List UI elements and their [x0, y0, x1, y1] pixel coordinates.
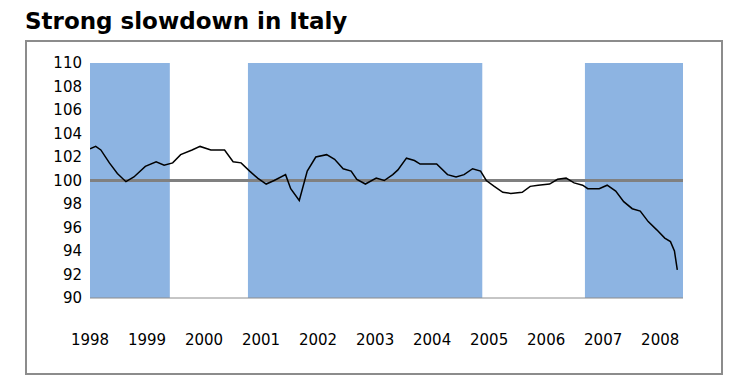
svg-text:2001: 2001 — [242, 331, 280, 349]
svg-text:106: 106 — [53, 101, 82, 119]
svg-text:2008: 2008 — [641, 331, 679, 349]
svg-text:1999: 1999 — [128, 331, 166, 349]
svg-text:2004: 2004 — [413, 331, 451, 349]
svg-text:90: 90 — [63, 289, 82, 307]
svg-text:2003: 2003 — [356, 331, 394, 349]
svg-text:2000: 2000 — [185, 331, 223, 349]
svg-text:1998: 1998 — [71, 331, 109, 349]
svg-text:100: 100 — [53, 172, 82, 190]
svg-text:110: 110 — [53, 54, 82, 72]
svg-text:2002: 2002 — [299, 331, 337, 349]
svg-text:2005: 2005 — [470, 331, 508, 349]
html-text:Strong slowdown in Italy: Strong slowdown in Italy — [25, 8, 348, 34]
svg-text:96: 96 — [63, 219, 82, 237]
svg-text:2007: 2007 — [584, 331, 622, 349]
svg-text:2006: 2006 — [527, 331, 565, 349]
svg-text:104: 104 — [53, 125, 82, 143]
svg-text:92: 92 — [63, 266, 82, 284]
svg-text:98: 98 — [63, 195, 82, 213]
svg-text:102: 102 — [53, 148, 82, 166]
svg-text:108: 108 — [53, 78, 82, 96]
svg-text:94: 94 — [63, 242, 82, 260]
